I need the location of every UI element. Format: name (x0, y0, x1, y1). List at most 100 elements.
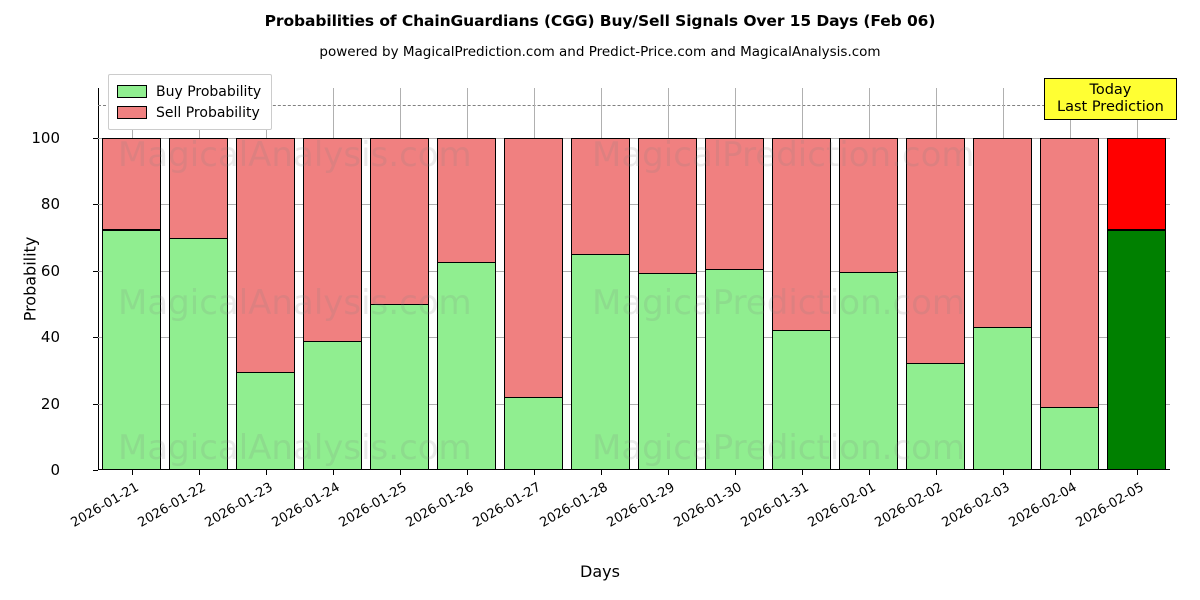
legend-item-sell: Sell Probability (117, 102, 261, 123)
chart-legend: Buy Probability Sell Probability (108, 74, 273, 130)
x-tick-label: 2026-01-25 (336, 480, 409, 531)
bar-segment-buy (973, 327, 1032, 470)
legend-swatch-sell (117, 106, 147, 119)
legend-label-sell: Sell Probability (156, 104, 260, 121)
bar-segment-sell (973, 137, 1032, 329)
bar-segment-sell (102, 137, 161, 231)
x-tick-label: 2026-01-27 (470, 480, 543, 531)
bar-segment-buy (1107, 229, 1166, 470)
bar-segment-buy (906, 363, 965, 470)
x-tick-label: 2026-02-05 (1073, 480, 1146, 531)
y-tick-mark (93, 204, 98, 206)
x-tick-mark (1069, 470, 1071, 475)
bar-segment-sell (169, 137, 228, 240)
x-tick-mark (1136, 470, 1138, 475)
y-axis-label: Probability (20, 236, 40, 322)
bar-segment-sell (303, 137, 362, 343)
bar-segment-buy (236, 371, 295, 470)
x-tick-mark (935, 470, 937, 475)
y-tick-mark (93, 470, 98, 471)
x-tick-label: 2026-02-01 (805, 480, 878, 531)
bar-segment-sell (839, 137, 898, 273)
x-tick-label: 2026-01-22 (135, 480, 208, 531)
x-tick-label: 2026-01-30 (671, 480, 744, 531)
x-tick-label: 2026-02-02 (872, 480, 945, 531)
gridline (98, 270, 1170, 272)
x-tick-label: 2026-01-23 (202, 480, 275, 531)
plot-area: MagicalAnalysis.comMagicalPrediction.com… (21, 88, 1170, 531)
chart-title: Probabilities of ChainGuardians (CGG) Bu… (264, 12, 936, 30)
y-tick-mark (93, 137, 98, 139)
bar-segment-buy (303, 341, 362, 470)
bar-segment-sell (571, 137, 630, 256)
x-tick-mark (1002, 470, 1004, 475)
chart-subtitle: powered by MagicalPrediction.com and Pre… (319, 44, 881, 60)
bar-segment-sell (437, 137, 496, 263)
x-tick-label: 2026-02-03 (939, 480, 1012, 531)
x-tick-label: 2026-01-31 (738, 480, 811, 531)
bar-segment-sell (1040, 137, 1099, 409)
bar-segment-buy (571, 254, 630, 470)
x-tick-mark (399, 470, 401, 475)
bar-segment-sell (504, 137, 563, 398)
x-tick-mark (801, 470, 803, 475)
x-tick-label: 2026-01-29 (604, 480, 677, 531)
y-tick-label: 0 (50, 461, 60, 479)
legend-item-buy: Buy Probability (117, 81, 261, 102)
x-tick-mark (600, 470, 602, 475)
bar-segment-sell (370, 137, 429, 305)
bar-segment-buy (370, 303, 429, 470)
x-tick-mark (734, 470, 736, 475)
bar-segment-buy (169, 238, 228, 470)
x-tick-mark (198, 470, 200, 475)
reference-dashed-line (98, 104, 1170, 106)
x-tick-mark (131, 470, 133, 475)
y-axis-spine (98, 88, 99, 470)
x-axis-label: Days (580, 562, 620, 581)
x-tick-mark (868, 470, 870, 475)
bar-segment-buy (1040, 407, 1099, 470)
x-tick-label: 2026-01-28 (537, 480, 610, 531)
y-tick-label: 60 (40, 261, 60, 280)
legend-label-buy: Buy Probability (156, 83, 262, 100)
bar-segment-buy (839, 271, 898, 470)
bar-segment-sell (906, 137, 965, 365)
bar-segment-sell (772, 137, 831, 332)
bar-segment-buy (638, 272, 697, 470)
x-tick-label: 2026-01-21 (68, 480, 141, 531)
bar-segment-buy (437, 261, 496, 470)
x-tick-label: 2026-01-24 (269, 480, 342, 531)
y-tick-label: 100 (31, 128, 60, 147)
bar-segment-sell (638, 137, 697, 274)
x-tick-mark (466, 470, 468, 475)
bar-segment-sell (705, 137, 764, 271)
x-tick-mark (332, 470, 334, 475)
gridline (98, 337, 1170, 339)
y-tick-label: 80 (40, 195, 60, 214)
bar-segment-buy (705, 269, 764, 470)
today-annotation: Today Last Prediction (1044, 78, 1177, 121)
today-annotation-line2: Last Prediction (1057, 98, 1164, 115)
bar-segment-sell (236, 137, 295, 373)
today-annotation-line1: Today (1089, 82, 1132, 98)
bar-segment-buy (772, 330, 831, 470)
y-tick-mark (93, 403, 98, 405)
gridline (98, 403, 1170, 405)
bar-segment-buy (102, 229, 161, 470)
y-tick-mark (93, 270, 98, 272)
gridline (98, 137, 1170, 139)
bar-segment-buy (504, 396, 563, 470)
x-tick-label: 2026-01-26 (403, 480, 476, 531)
y-tick-mark (93, 337, 98, 339)
legend-swatch-buy (117, 85, 147, 98)
x-tick-label: 2026-02-04 (1006, 480, 1079, 531)
x-tick-mark (265, 470, 267, 475)
y-tick-label: 20 (40, 394, 60, 413)
gridline (98, 204, 1170, 206)
y-tick-label: 40 (40, 328, 60, 347)
bar-segment-sell (1107, 137, 1166, 231)
x-tick-mark (667, 470, 669, 475)
x-tick-mark (533, 470, 535, 475)
x-axis-spine (98, 469, 1170, 470)
